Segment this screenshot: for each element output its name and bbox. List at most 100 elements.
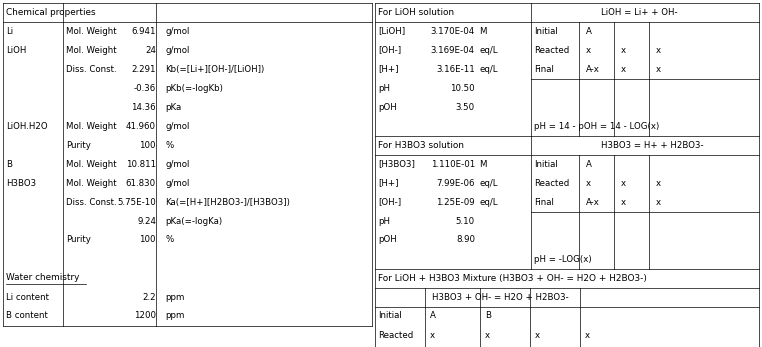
Text: Purity: Purity	[66, 236, 91, 245]
Text: Purity: Purity	[66, 141, 91, 150]
Text: Mol. Weight: Mol. Weight	[66, 26, 117, 35]
Text: x: x	[621, 178, 626, 187]
Text: LiOH = Li+ + OH-: LiOH = Li+ + OH-	[601, 8, 677, 17]
Text: 14.36: 14.36	[131, 102, 156, 111]
Text: B: B	[485, 312, 491, 321]
Text: Diss. Const.: Diss. Const.	[66, 65, 117, 74]
Text: LiOH: LiOH	[6, 45, 27, 54]
Text: x: x	[430, 330, 435, 339]
Text: eq/L: eq/L	[479, 45, 498, 54]
Text: 5.75E-10: 5.75E-10	[117, 197, 156, 206]
Text: 7.99E-06: 7.99E-06	[437, 178, 475, 187]
Text: x: x	[586, 178, 591, 187]
Text: Mol. Weight: Mol. Weight	[66, 45, 117, 54]
Text: pH = 14 - pOH = 14 - LOG(x): pH = 14 - pOH = 14 - LOG(x)	[534, 121, 659, 130]
Text: pOH: pOH	[378, 236, 397, 245]
Text: 1.25E-09: 1.25E-09	[437, 197, 475, 206]
Text: Li content: Li content	[6, 293, 49, 302]
Text: x: x	[621, 45, 626, 54]
Text: g/mol: g/mol	[165, 26, 190, 35]
Text: x: x	[621, 65, 626, 74]
Text: g/mol: g/mol	[165, 121, 190, 130]
Text: 2.291: 2.291	[132, 65, 156, 74]
Text: 100: 100	[139, 141, 156, 150]
Text: A-x: A-x	[586, 65, 600, 74]
Text: 6.941: 6.941	[132, 26, 156, 35]
Text: x: x	[586, 45, 591, 54]
Text: x: x	[656, 197, 661, 206]
Text: Initial: Initial	[378, 312, 402, 321]
Text: [H+]: [H+]	[378, 65, 399, 74]
Text: Final: Final	[534, 197, 554, 206]
Text: 10.50: 10.50	[450, 84, 475, 93]
Text: 41.960: 41.960	[126, 121, 156, 130]
Text: H3BO3 + OH- = H2O + H2BO3-: H3BO3 + OH- = H2O + H2BO3-	[432, 293, 568, 302]
Text: LiOH.H2O: LiOH.H2O	[6, 121, 47, 130]
Text: A: A	[586, 160, 592, 169]
Text: pH: pH	[378, 217, 390, 226]
Text: M: M	[479, 160, 486, 169]
Text: x: x	[585, 330, 590, 339]
Text: 8.90: 8.90	[456, 236, 475, 245]
Text: A-x: A-x	[586, 197, 600, 206]
Text: ppm: ppm	[165, 293, 184, 302]
Text: H3BO3 = H+ + H2BO3-: H3BO3 = H+ + H2BO3-	[601, 141, 703, 150]
Text: pH = -LOG(x): pH = -LOG(x)	[534, 254, 591, 263]
Text: Water chemistry: Water chemistry	[6, 273, 79, 282]
Text: Ka(=[H+][H2BO3-]/[H3BO3]): Ka(=[H+][H2BO3-]/[H3BO3])	[165, 197, 290, 206]
Text: [OH-]: [OH-]	[378, 197, 401, 206]
Text: [H3BO3]: [H3BO3]	[378, 160, 415, 169]
Text: Li: Li	[6, 26, 13, 35]
Text: eq/L: eq/L	[479, 65, 498, 74]
Text: %: %	[165, 236, 173, 245]
Text: x: x	[621, 197, 626, 206]
Text: 2.2: 2.2	[142, 293, 156, 302]
Text: x: x	[656, 45, 661, 54]
Text: 5.10: 5.10	[456, 217, 475, 226]
Text: g/mol: g/mol	[165, 178, 190, 187]
Text: [OH-]: [OH-]	[378, 45, 401, 54]
Text: pH: pH	[378, 84, 390, 93]
Text: %: %	[165, 141, 173, 150]
Text: x: x	[656, 178, 661, 187]
Text: Reacted: Reacted	[534, 178, 569, 187]
Text: eq/L: eq/L	[479, 197, 498, 206]
Text: B content: B content	[6, 312, 48, 321]
Text: Initial: Initial	[534, 26, 558, 35]
Text: pKb(=-logKb): pKb(=-logKb)	[165, 84, 223, 93]
Text: For LiOH solution: For LiOH solution	[378, 8, 454, 17]
Text: pKa(=-logKa): pKa(=-logKa)	[165, 217, 223, 226]
Text: H3BO3: H3BO3	[6, 178, 36, 187]
Text: M: M	[479, 26, 486, 35]
Text: B: B	[6, 160, 12, 169]
Text: 3.16E-11: 3.16E-11	[437, 65, 475, 74]
Text: 1.110E-01: 1.110E-01	[431, 160, 475, 169]
Text: 3.170E-04: 3.170E-04	[431, 26, 475, 35]
Text: Chemical properties: Chemical properties	[6, 8, 95, 17]
Text: Final: Final	[534, 65, 554, 74]
Text: A: A	[430, 312, 436, 321]
Text: 24: 24	[145, 45, 156, 54]
Text: 3.169E-04: 3.169E-04	[431, 45, 475, 54]
Text: pOH: pOH	[378, 102, 397, 111]
Text: 100: 100	[139, 236, 156, 245]
Text: g/mol: g/mol	[165, 160, 190, 169]
Text: [LiOH]: [LiOH]	[378, 26, 405, 35]
Text: x: x	[535, 330, 540, 339]
Text: 61.830: 61.830	[126, 178, 156, 187]
Text: A: A	[586, 26, 592, 35]
Text: x: x	[656, 65, 661, 74]
Text: pKa: pKa	[165, 102, 181, 111]
Text: x: x	[485, 330, 490, 339]
Text: 9.24: 9.24	[137, 217, 156, 226]
Text: Reacted: Reacted	[378, 330, 413, 339]
Text: 1200: 1200	[134, 312, 156, 321]
Text: eq/L: eq/L	[479, 178, 498, 187]
Text: 10.811: 10.811	[126, 160, 156, 169]
Text: Kb(=[Li+][OH-]/[LiOH]): Kb(=[Li+][OH-]/[LiOH])	[165, 65, 264, 74]
Text: Diss. Const.: Diss. Const.	[66, 197, 117, 206]
Text: Mol. Weight: Mol. Weight	[66, 160, 117, 169]
Text: Initial: Initial	[534, 160, 558, 169]
Text: [H+]: [H+]	[378, 178, 399, 187]
Text: -0.36: -0.36	[134, 84, 156, 93]
